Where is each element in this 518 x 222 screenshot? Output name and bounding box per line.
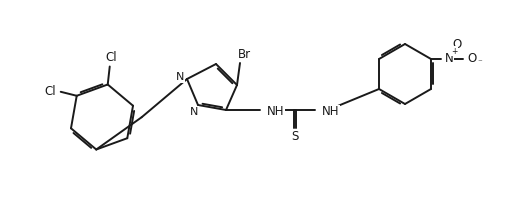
Text: N: N bbox=[190, 107, 198, 117]
Text: Cl: Cl bbox=[44, 85, 55, 98]
Text: O: O bbox=[452, 38, 462, 52]
Text: N: N bbox=[444, 52, 453, 65]
Text: ⁻: ⁻ bbox=[478, 59, 482, 67]
Text: S: S bbox=[291, 129, 299, 143]
Text: O: O bbox=[467, 52, 477, 65]
Text: +: + bbox=[451, 46, 457, 56]
Text: NH: NH bbox=[322, 105, 339, 119]
Text: NH: NH bbox=[267, 105, 284, 119]
Text: N: N bbox=[176, 72, 184, 82]
Text: Br: Br bbox=[237, 48, 251, 61]
Text: Cl: Cl bbox=[105, 51, 117, 64]
